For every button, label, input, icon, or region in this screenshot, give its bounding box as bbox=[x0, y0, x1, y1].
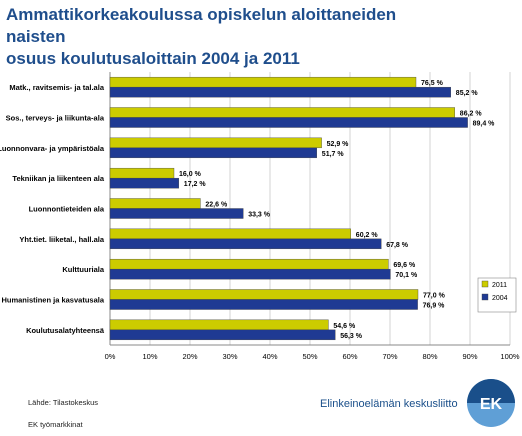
x-tick-label: 90% bbox=[462, 352, 477, 361]
x-tick-label: 0% bbox=[105, 352, 116, 361]
bar-2004 bbox=[109, 86, 451, 98]
bar-chart: 0% 10% 20% 30% 40% 50% 60% 70% 80% 90% 100% Matk., … bbox=[0, 72, 520, 361]
x-tick-label: 70% bbox=[382, 352, 397, 361]
data-label: 16,0 % bbox=[179, 171, 202, 178]
data-label: 70,1 % bbox=[395, 272, 418, 279]
data-label: 85,2 % bbox=[456, 90, 479, 97]
category-label: Kulttuuriala bbox=[62, 265, 104, 274]
bar-2004 bbox=[109, 208, 244, 219]
bar-2004 bbox=[109, 268, 391, 280]
data-label: 54,6 % bbox=[333, 323, 356, 330]
legend-swatch-2011 bbox=[481, 280, 489, 288]
x-tick-label: 40% bbox=[262, 352, 277, 361]
bar-2004 bbox=[109, 147, 318, 159]
legend-swatch-2004 bbox=[481, 293, 489, 301]
data-label: 56,3 % bbox=[340, 333, 363, 340]
bar-2011 bbox=[109, 289, 419, 300]
x-tick-label: 80% bbox=[422, 352, 437, 361]
ek-logo-text: Elinkeinoelämän keskusliitto bbox=[320, 398, 458, 410]
bar-2011 bbox=[109, 198, 201, 209]
data-label: 69,6 % bbox=[393, 262, 416, 269]
data-label: 17,2 % bbox=[184, 181, 207, 188]
x-tick-label: 30% bbox=[222, 352, 237, 361]
data-label: 33,3 % bbox=[248, 212, 271, 219]
data-label: 52,9 % bbox=[327, 141, 350, 148]
category-label: Tekniikan ja liikenteen ala bbox=[12, 174, 104, 183]
data-label: 51,7 % bbox=[322, 151, 345, 158]
data-label: 76,5 % bbox=[421, 80, 444, 87]
x-tick-label: 20% bbox=[182, 352, 197, 361]
bar-2011 bbox=[109, 167, 175, 179]
chart-title: Ammattikorkeakoulussa opiskelun aloittan… bbox=[6, 5, 397, 68]
bar-2011 bbox=[109, 228, 352, 240]
bar-2011 bbox=[109, 107, 455, 118]
category-label: Humanistinen ja kasvatusala bbox=[1, 296, 104, 305]
data-label: 67,8 % bbox=[386, 242, 409, 249]
bar-2011 bbox=[109, 319, 329, 331]
category-label: Luonnonvara- ja ympäristöala bbox=[0, 144, 105, 153]
x-tick-label: 50% bbox=[302, 352, 317, 361]
category-label: Sos., terveys- ja liikunta-ala bbox=[6, 114, 105, 123]
ek-logo-icon: EK bbox=[467, 379, 515, 427]
bar-2004 bbox=[109, 299, 418, 310]
category-label: Yht.tiet. liiketal., hall.ala bbox=[19, 235, 104, 244]
bar-2004 bbox=[109, 117, 468, 128]
bar-2011 bbox=[109, 76, 417, 88]
bar-2004 bbox=[109, 238, 382, 250]
legend-label: 2004 bbox=[492, 295, 508, 302]
org-note: EK työmarkkinat bbox=[28, 420, 83, 429]
ek-logo-letters: EK bbox=[480, 396, 503, 413]
data-label: 86,2 % bbox=[460, 111, 483, 118]
x-tick-label: 60% bbox=[342, 352, 357, 361]
x-tick-label: 100% bbox=[500, 352, 520, 361]
data-label: 22,6 % bbox=[205, 202, 228, 209]
source-note: Lähde: Tilastokeskus bbox=[28, 398, 99, 407]
legend-label: 2011 bbox=[492, 282, 507, 289]
category-label: Luonnontieteiden ala bbox=[29, 205, 105, 214]
bar-2011 bbox=[109, 258, 389, 270]
bar-2004 bbox=[109, 177, 180, 189]
bar-2004 bbox=[109, 329, 336, 341]
x-tick-label: 10% bbox=[142, 352, 157, 361]
category-label: Koulutusalatyhteensä bbox=[26, 326, 105, 335]
data-label: 76,9 % bbox=[423, 303, 446, 310]
category-label: Matk., ravitsemis- ja tal.ala bbox=[9, 83, 104, 92]
bar-2011 bbox=[109, 137, 322, 149]
data-label: 77,0 % bbox=[423, 293, 446, 300]
data-label: 60,2 % bbox=[356, 232, 379, 239]
data-label: 89,4 % bbox=[473, 121, 496, 128]
